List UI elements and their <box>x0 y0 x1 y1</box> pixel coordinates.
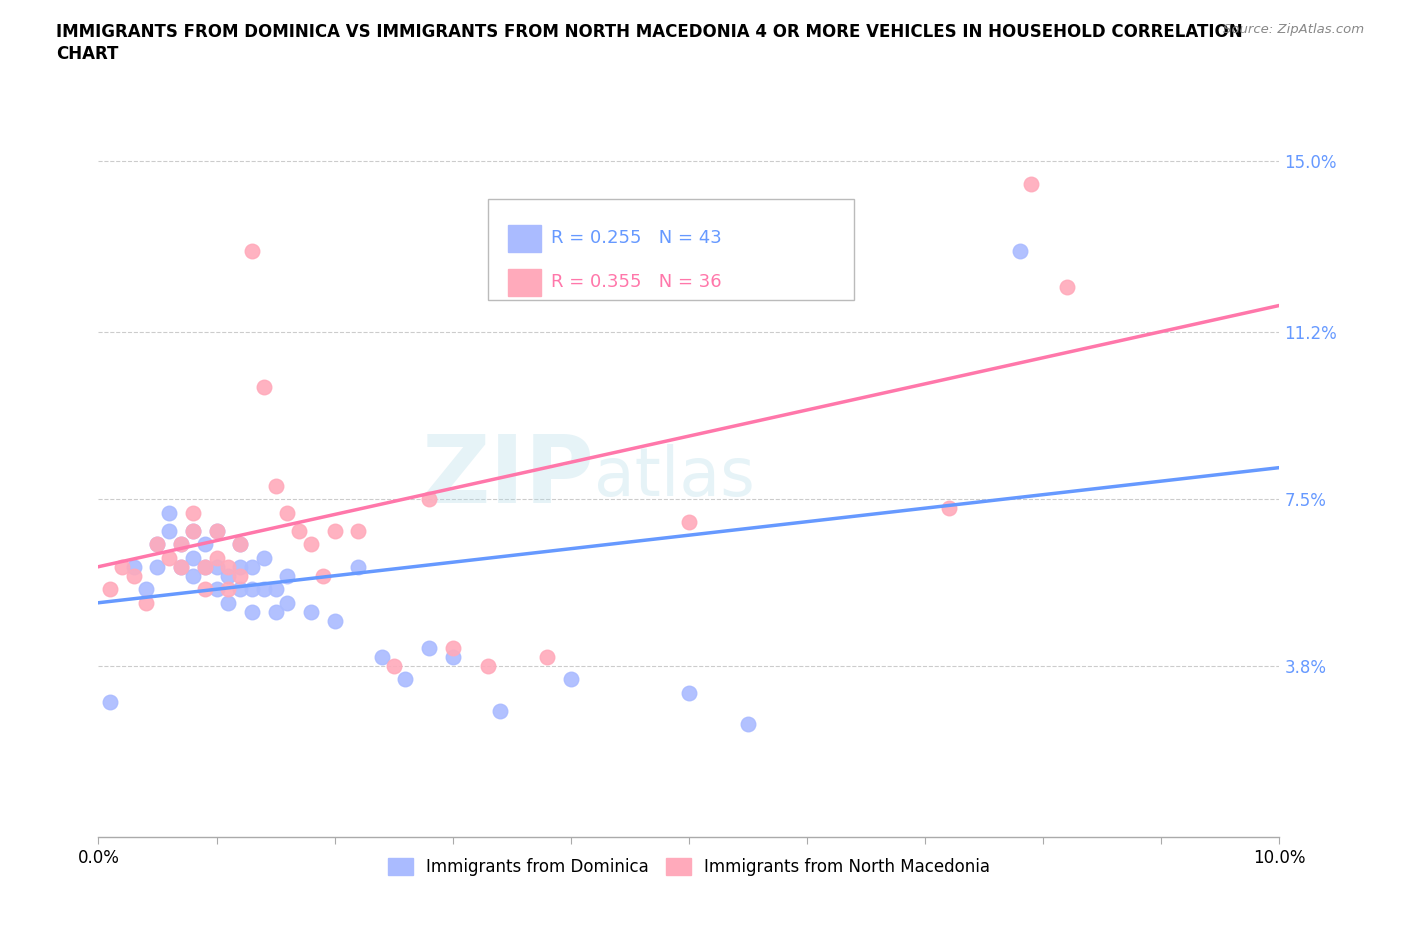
Point <box>205 524 228 538</box>
Point <box>299 537 322 551</box>
Text: IMMIGRANTS FROM DOMINICA VS IMMIGRANTS FROM NORTH MACEDONIA 4 OR MORE VEHICLES I: IMMIGRANTS FROM DOMINICA VS IMMIGRANTS F… <box>56 23 1243 41</box>
Point <box>240 604 263 619</box>
Text: R = 0.255   N = 43: R = 0.255 N = 43 <box>551 230 721 247</box>
Legend: Immigrants from Dominica, Immigrants from North Macedonia: Immigrants from Dominica, Immigrants fro… <box>381 851 997 883</box>
Bar <box>508 269 541 296</box>
Point <box>264 604 287 619</box>
Point <box>536 649 558 664</box>
Point <box>264 582 287 597</box>
Point <box>299 604 322 619</box>
Point <box>194 559 217 574</box>
Point <box>229 582 252 597</box>
Point <box>181 524 204 538</box>
Point <box>477 658 499 673</box>
Point <box>217 559 239 574</box>
FancyBboxPatch shape <box>488 199 855 300</box>
Text: ZIP: ZIP <box>422 431 595 523</box>
Point <box>323 614 346 629</box>
Point <box>394 671 416 686</box>
Point <box>170 559 193 574</box>
Point <box>205 559 228 574</box>
Point <box>205 524 228 538</box>
Point <box>938 500 960 515</box>
Point <box>217 568 239 583</box>
Point <box>441 641 464 656</box>
Point <box>1008 244 1031 259</box>
Point <box>312 568 335 583</box>
Point <box>240 244 263 259</box>
Point <box>146 537 169 551</box>
Point <box>371 649 394 664</box>
Point <box>347 524 370 538</box>
Point <box>288 524 311 538</box>
Point <box>135 582 157 597</box>
Point <box>253 379 276 394</box>
Point <box>737 717 759 732</box>
Point <box>146 537 169 551</box>
Point <box>157 524 180 538</box>
Point <box>122 559 145 574</box>
Point <box>276 568 298 583</box>
Point <box>98 695 121 710</box>
Point <box>170 559 193 574</box>
Point <box>98 582 121 597</box>
Point <box>217 595 239 610</box>
Point <box>240 582 263 597</box>
Point <box>170 537 193 551</box>
Point <box>253 582 276 597</box>
Point <box>146 559 169 574</box>
Point <box>170 537 193 551</box>
Point <box>276 595 298 610</box>
Point <box>111 559 134 574</box>
Text: atlas: atlas <box>595 444 755 510</box>
Point <box>323 524 346 538</box>
Point <box>217 582 239 597</box>
Point <box>253 551 276 565</box>
Point <box>122 568 145 583</box>
Point <box>678 514 700 529</box>
Point <box>418 641 440 656</box>
Point <box>229 559 252 574</box>
Point <box>229 568 252 583</box>
Point <box>264 478 287 493</box>
Point <box>441 649 464 664</box>
Point <box>382 658 405 673</box>
Point <box>1021 177 1043 192</box>
Point <box>205 582 228 597</box>
Point <box>181 551 204 565</box>
Text: CHART: CHART <box>56 45 118 62</box>
Point <box>181 505 204 520</box>
Point <box>194 582 217 597</box>
Point <box>560 671 582 686</box>
Point <box>678 685 700 700</box>
Point <box>418 492 440 507</box>
Point <box>240 559 263 574</box>
Point <box>489 703 512 718</box>
Bar <box>508 225 541 252</box>
Point <box>135 595 157 610</box>
Point <box>181 524 204 538</box>
Point <box>347 559 370 574</box>
Text: Source: ZipAtlas.com: Source: ZipAtlas.com <box>1223 23 1364 36</box>
Point <box>181 568 204 583</box>
Point <box>276 505 298 520</box>
Point <box>229 537 252 551</box>
Point <box>157 505 180 520</box>
Point <box>229 537 252 551</box>
Point <box>157 551 180 565</box>
Text: R = 0.355   N = 36: R = 0.355 N = 36 <box>551 273 721 291</box>
Point <box>194 537 217 551</box>
Point <box>1056 280 1078 295</box>
Point <box>205 551 228 565</box>
Point <box>194 559 217 574</box>
